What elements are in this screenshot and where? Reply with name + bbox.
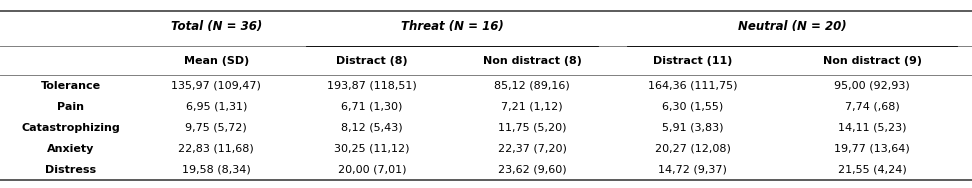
Text: 85,12 (89,16): 85,12 (89,16) xyxy=(495,81,570,91)
Text: Anxiety: Anxiety xyxy=(47,144,94,154)
Text: 6,95 (1,31): 6,95 (1,31) xyxy=(186,102,247,112)
Text: 135,97 (109,47): 135,97 (109,47) xyxy=(171,81,261,91)
Text: 11,75 (5,20): 11,75 (5,20) xyxy=(498,123,567,133)
Text: 8,12 (5,43): 8,12 (5,43) xyxy=(341,123,402,133)
Text: 19,58 (8,34): 19,58 (8,34) xyxy=(182,165,251,175)
Text: 6,71 (1,30): 6,71 (1,30) xyxy=(341,102,402,112)
Text: 14,72 (9,37): 14,72 (9,37) xyxy=(658,165,727,175)
Text: 14,11 (5,23): 14,11 (5,23) xyxy=(838,123,907,133)
Text: 7,21 (1,12): 7,21 (1,12) xyxy=(502,102,563,112)
Text: Non distract (9): Non distract (9) xyxy=(823,56,921,66)
Text: Non distract (8): Non distract (8) xyxy=(483,56,581,66)
Text: 9,75 (5,72): 9,75 (5,72) xyxy=(186,123,247,133)
Text: Tolerance: Tolerance xyxy=(41,81,100,91)
Text: 19,77 (13,64): 19,77 (13,64) xyxy=(835,144,910,154)
Text: Threat (N = 16): Threat (N = 16) xyxy=(400,20,503,33)
Text: 5,91 (3,83): 5,91 (3,83) xyxy=(662,123,723,133)
Text: 22,83 (11,68): 22,83 (11,68) xyxy=(179,144,254,154)
Text: Total (N = 36): Total (N = 36) xyxy=(171,20,261,33)
Text: 193,87 (118,51): 193,87 (118,51) xyxy=(327,81,417,91)
Text: Pain: Pain xyxy=(57,102,84,112)
Text: 7,74 (,68): 7,74 (,68) xyxy=(845,102,900,112)
Text: 20,00 (7,01): 20,00 (7,01) xyxy=(337,165,406,175)
Text: Distract (11): Distract (11) xyxy=(653,56,732,66)
Text: Neutral (N = 20): Neutral (N = 20) xyxy=(738,20,847,33)
Text: Distract (8): Distract (8) xyxy=(336,56,407,66)
Text: 30,25 (11,12): 30,25 (11,12) xyxy=(334,144,409,154)
Text: 22,37 (7,20): 22,37 (7,20) xyxy=(498,144,567,154)
Text: 20,27 (12,08): 20,27 (12,08) xyxy=(654,144,731,154)
Text: 95,00 (92,93): 95,00 (92,93) xyxy=(835,81,910,91)
Text: Catastrophizing: Catastrophizing xyxy=(21,123,120,133)
Text: Distress: Distress xyxy=(45,165,96,175)
Text: 23,62 (9,60): 23,62 (9,60) xyxy=(498,165,567,175)
Text: 21,55 (4,24): 21,55 (4,24) xyxy=(838,165,907,175)
Text: 164,36 (111,75): 164,36 (111,75) xyxy=(647,81,738,91)
Text: Mean (SD): Mean (SD) xyxy=(184,56,249,66)
Text: 6,30 (1,55): 6,30 (1,55) xyxy=(662,102,723,112)
